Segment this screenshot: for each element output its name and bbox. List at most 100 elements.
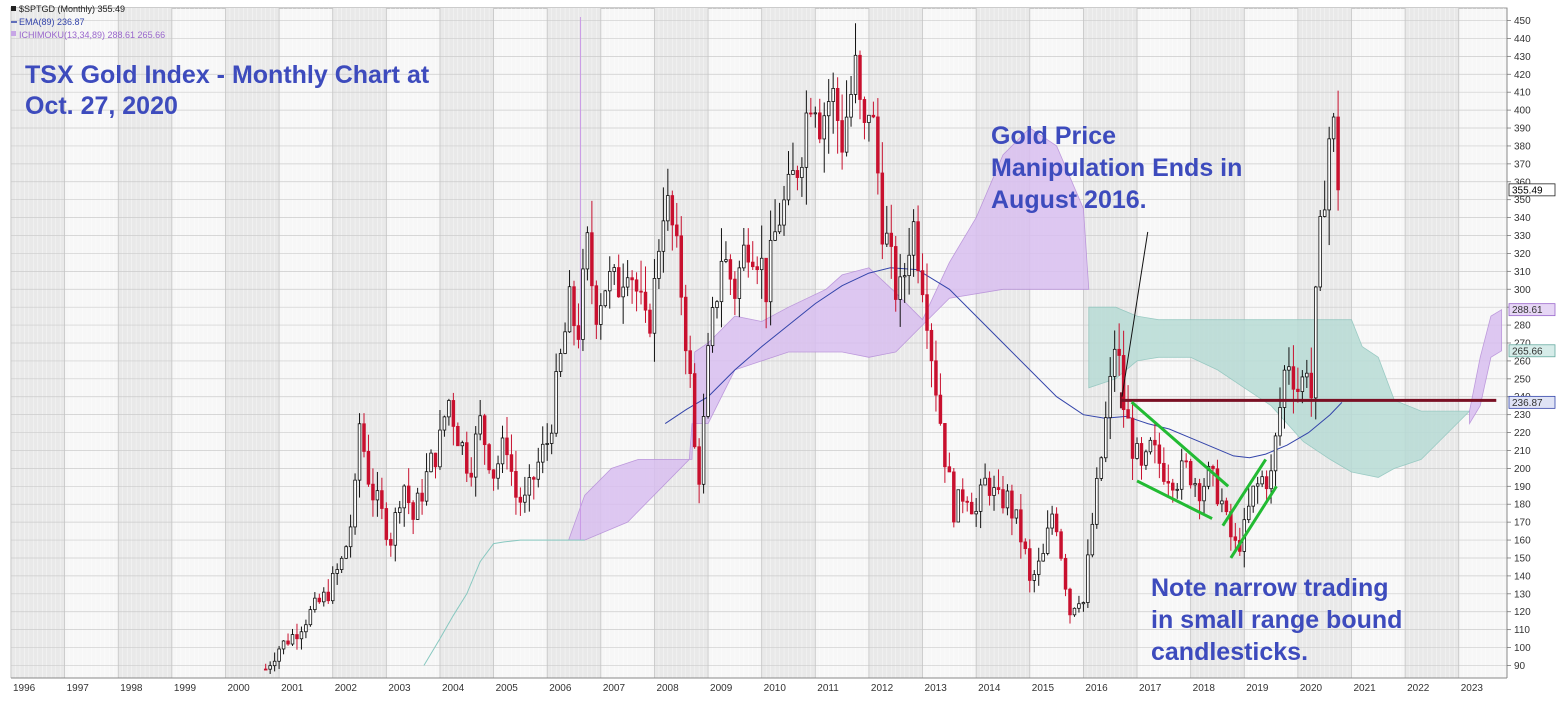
candle-up — [1331, 116, 1336, 140]
candle-up — [563, 331, 567, 354]
candle-down — [1166, 481, 1171, 484]
year-tick-label: 2004 — [442, 683, 465, 694]
candle-up — [322, 591, 326, 603]
candle-up — [724, 259, 728, 262]
price-tick-label: 170 — [1514, 518, 1531, 529]
candle-up — [603, 290, 608, 307]
candle-up — [348, 526, 353, 548]
candle-up — [911, 221, 916, 256]
year-tick-label: 2002 — [335, 683, 358, 694]
year-tick-label: 2016 — [1085, 683, 1108, 694]
candle-up — [281, 640, 286, 650]
candle-up — [402, 485, 406, 509]
price-tick-label: 260 — [1514, 356, 1531, 367]
candle-down — [947, 466, 952, 473]
candle-up — [415, 492, 420, 520]
candle-down — [683, 296, 688, 352]
candle-up — [424, 471, 429, 502]
candle-down — [880, 172, 885, 245]
candle-up — [478, 415, 482, 435]
candle-up — [1260, 476, 1264, 485]
year-tick-label: 2010 — [764, 683, 787, 694]
candle-down — [893, 246, 898, 300]
candle-up — [473, 433, 478, 478]
candle-down — [532, 477, 536, 480]
ichimoku-cloud-purple-future — [1469, 308, 1502, 426]
candle-down — [920, 270, 925, 296]
candle-up — [1287, 366, 1291, 371]
candle-up — [768, 239, 773, 303]
year-tick-label: 2020 — [1300, 683, 1323, 694]
candle-down — [1130, 417, 1135, 459]
price-tick-label: 110 — [1514, 625, 1530, 636]
candle-down — [286, 640, 290, 645]
candle-up — [353, 479, 357, 528]
price-tick-label: 410 — [1514, 88, 1531, 99]
candle-up — [500, 437, 505, 465]
candle-down — [1215, 468, 1220, 505]
candle-down — [518, 496, 523, 503]
candle-down — [1171, 482, 1175, 491]
candle-up — [652, 278, 657, 334]
candle-down — [491, 469, 496, 479]
candle-down — [1028, 548, 1032, 581]
candle-up — [902, 275, 907, 278]
candle-up — [523, 494, 527, 503]
candle-up — [907, 254, 911, 277]
price-tick-label: 300 — [1514, 285, 1531, 296]
candle-up — [339, 557, 344, 570]
candle-up — [737, 267, 742, 299]
candle-up — [608, 271, 612, 292]
candle-down — [433, 452, 438, 468]
candle-up — [581, 268, 585, 340]
candle-up — [1081, 602, 1086, 605]
gold-note-line2: Manipulation Ends in — [991, 154, 1242, 182]
candle-up — [786, 173, 791, 201]
year-tick-label: 2000 — [227, 683, 250, 694]
candle-up — [299, 631, 304, 640]
candle-down — [451, 400, 456, 427]
candle-up — [304, 624, 308, 633]
candle-down — [746, 244, 751, 263]
candle-down — [965, 500, 969, 503]
candle-down — [934, 360, 938, 396]
candle-up — [701, 416, 706, 485]
candle-down — [871, 114, 876, 118]
candle-down — [465, 442, 469, 474]
narrow-note-line1: Note narrow trading — [1151, 574, 1389, 602]
value-badge-label: 265.66 — [1512, 346, 1543, 357]
candle-up — [1202, 485, 1206, 502]
price-tick-label: 310 — [1514, 267, 1531, 278]
candle-down — [616, 267, 621, 298]
price-tick-label: 250 — [1514, 374, 1531, 385]
year-tick-label: 2017 — [1139, 683, 1162, 694]
value-badge — [1508, 303, 1556, 317]
candle-down — [938, 394, 943, 424]
candle-down — [634, 279, 639, 292]
annotation-pointer-line — [1121, 231, 1149, 397]
candle-up — [567, 286, 572, 333]
candle-down — [795, 170, 800, 178]
candle-down — [1157, 444, 1162, 464]
price-tick-label: 200 — [1514, 464, 1531, 475]
candle-down — [469, 472, 473, 478]
candle-up — [1246, 505, 1251, 521]
price-tick-label: 280 — [1514, 321, 1531, 332]
candle-down — [576, 325, 581, 340]
ichimoku-cloud-teal — [1088, 306, 1471, 478]
candle-down — [1068, 588, 1072, 616]
year-tick-label: 1997 — [67, 683, 90, 694]
candle-up — [800, 166, 804, 178]
candle-up — [1206, 465, 1211, 487]
candle-up — [1005, 490, 1010, 509]
price-tick-label: 340 — [1514, 213, 1531, 224]
candle-up — [885, 232, 889, 245]
candle-up — [1282, 369, 1287, 408]
candle-up — [710, 307, 715, 347]
candle-up — [831, 88, 835, 102]
candle-up — [313, 597, 317, 611]
candle-down — [764, 257, 768, 303]
candle-up — [277, 648, 281, 662]
candle-up — [1112, 348, 1117, 377]
